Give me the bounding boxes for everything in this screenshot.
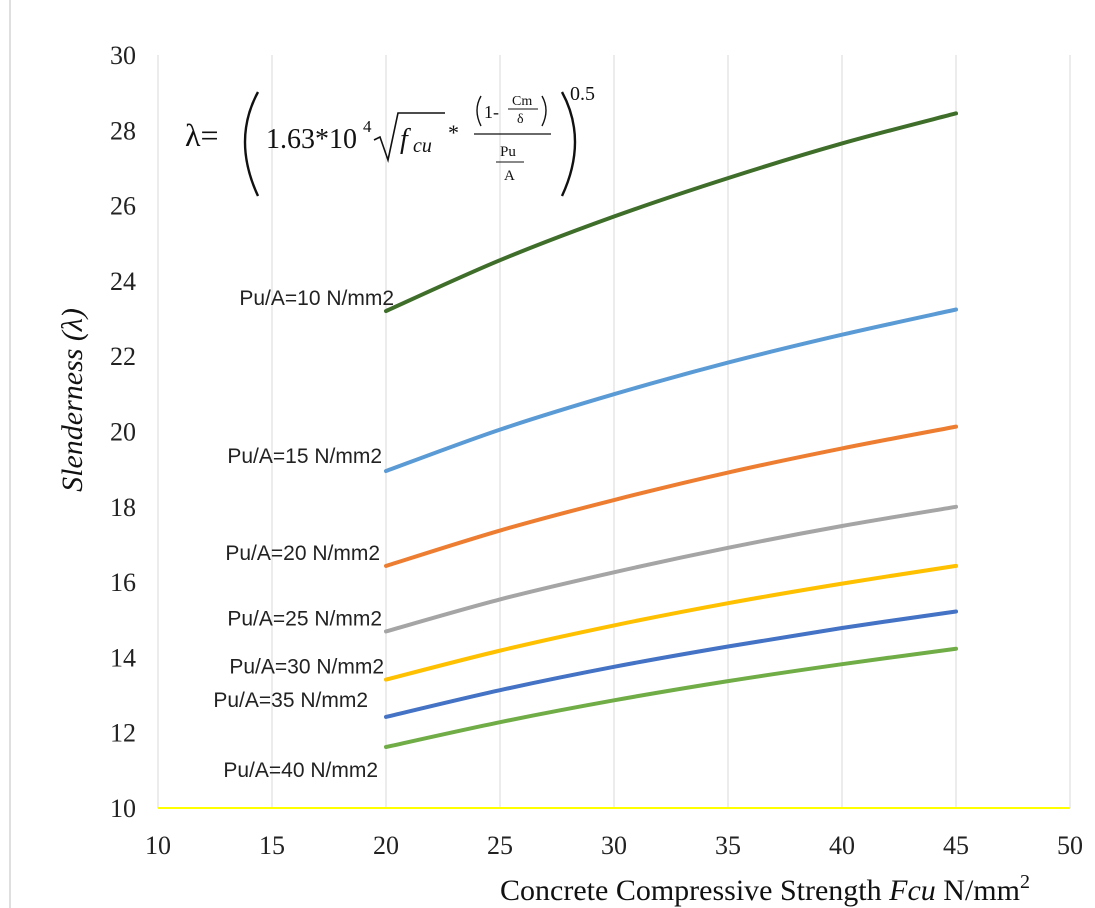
x-tick-label: 30 [601, 831, 627, 860]
series-label-2: Pu/A=15 N/mm2 [227, 445, 382, 468]
series-line-3 [384, 424, 958, 568]
formula-inner-right-paren [541, 95, 547, 127]
x-axis-label-sup: 2 [1020, 871, 1030, 893]
formula-sqrt-var: f [400, 124, 411, 155]
formula-exp: 0.5 [570, 83, 595, 105]
x-axis-label: Concrete Compressive Strength Fcu N/mm2 [500, 871, 1030, 907]
y-tick-label: 28 [110, 116, 136, 145]
formula-delta: δ [517, 112, 524, 127]
x-tick-label: 40 [829, 831, 855, 860]
y-tick-label: 20 [110, 418, 136, 447]
series-line-6 [384, 609, 958, 719]
formula-one-minus: 1- [484, 102, 499, 122]
series-line-5 [384, 563, 958, 682]
formula-inner-left-paren [476, 95, 482, 127]
y-axis-label: Slenderness (λ) [56, 308, 89, 492]
series-line-4 [384, 504, 958, 634]
x-tick-label: 15 [259, 831, 285, 860]
formula-lhs: λ= [185, 117, 219, 153]
series-lines [384, 111, 958, 750]
y-tick-label: 30 [110, 41, 136, 70]
x-tick-label: 35 [715, 831, 741, 860]
y-tick-label: 16 [110, 568, 136, 597]
formula-sqrt [373, 112, 445, 163]
x-tick-label: 45 [943, 831, 969, 860]
y-tick-label: 10 [110, 794, 136, 823]
series-line-7 [384, 646, 958, 750]
formula-a: A [504, 168, 515, 184]
y-tick-label: 24 [110, 267, 136, 296]
x-tick-label: 25 [487, 831, 513, 860]
series-label-6: Pu/A=35 N/mm2 [213, 689, 368, 712]
formula: λ= 1.63*10 4 f cu * 1- Cm δ Pu A 0.5 [185, 83, 595, 197]
y-axis-label-symbol: λ [56, 318, 89, 332]
formula-coef-exp: 4 [363, 117, 372, 136]
y-tick-label: 22 [110, 342, 136, 371]
formula-star: * [448, 120, 459, 145]
y-axis-label-close: ) [56, 308, 89, 320]
series-line-1 [384, 111, 958, 314]
series-label-5: Pu/A=30 N/mm2 [229, 656, 384, 679]
x-tick-label: 20 [373, 831, 399, 860]
x-axis-label-var: Fcu [888, 874, 936, 907]
x-tick-labels: 10 15 20 25 30 35 40 45 50 [145, 831, 1083, 860]
x-axis-label-unit: N/mm [936, 874, 1020, 907]
y-axis-label-text: Slenderness ( [56, 329, 89, 492]
series-label-1: Pu/A=10 N/mm2 [239, 287, 394, 310]
y-tick-labels: 10 12 14 16 18 20 22 24 26 28 30 [110, 41, 136, 823]
series-label-3: Pu/A=20 N/mm2 [225, 542, 380, 565]
series-label-4: Pu/A=25 N/mm2 [227, 607, 382, 630]
series-line-2 [384, 307, 958, 474]
y-tick-label: 18 [110, 493, 136, 522]
series-label-7: Pu/A=40 N/mm2 [223, 759, 378, 782]
y-tick-label: 14 [110, 643, 136, 672]
x-tick-label: 50 [1057, 831, 1083, 860]
x-axis-label-prefix: Concrete Compressive Strength [500, 874, 889, 907]
y-tick-label: 12 [110, 719, 136, 748]
formula-right-paren [560, 91, 577, 197]
y-tick-label: 26 [110, 192, 136, 221]
formula-pu: Pu [500, 144, 516, 160]
series-labels: Pu/A=10 N/mm2 Pu/A=15 N/mm2 Pu/A=20 N/mm2 P… [213, 287, 394, 782]
formula-cm: Cm [512, 94, 532, 109]
x-tick-label: 10 [145, 831, 171, 860]
formula-left-paren [243, 91, 260, 197]
formula-sqrt-sub: cu [413, 135, 432, 157]
formula-coef: 1.63*10 [266, 124, 357, 155]
